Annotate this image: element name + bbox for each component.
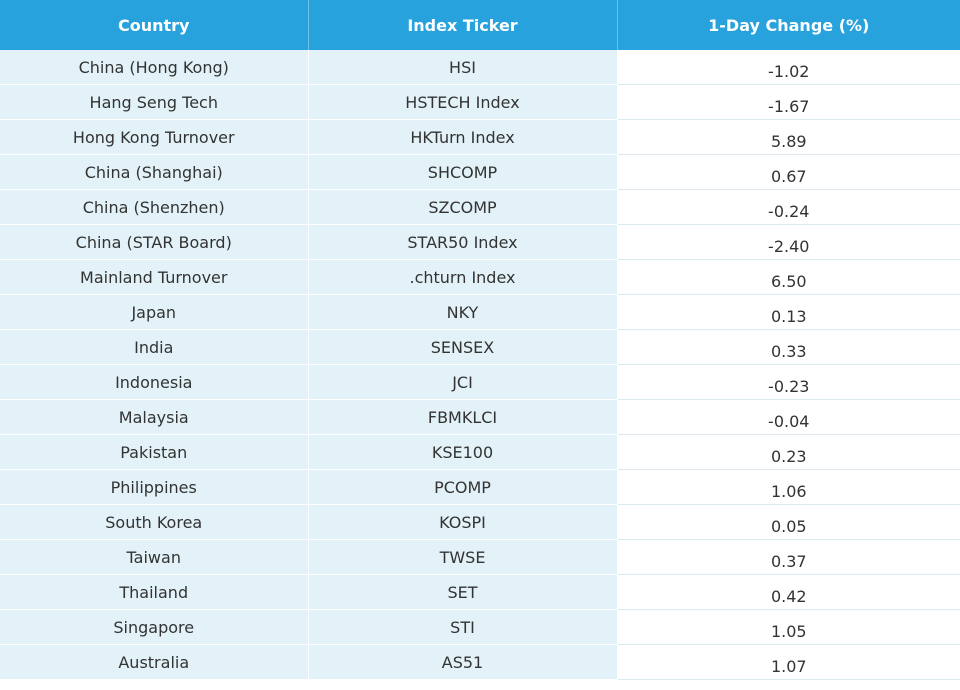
table-cell: FBMKLCI	[308, 399, 618, 435]
table-cell: 6.50	[617, 259, 960, 295]
table-cell: JCI	[308, 364, 618, 400]
table-cell: -0.24	[617, 189, 960, 225]
table-cell: 1.06	[617, 469, 960, 505]
table-cell: Hang Seng Tech	[0, 84, 309, 120]
table-cell: SZCOMP	[308, 189, 618, 225]
table-row: Hang Seng Tech HSTECH Index -1.67	[0, 84, 960, 120]
table-cell: South Korea	[0, 504, 309, 540]
table-row: Singapore STI 1.05	[0, 609, 960, 645]
table-cell: NKY	[308, 294, 618, 330]
table-cell: SHCOMP	[308, 154, 618, 190]
table-cell: 1.05	[617, 609, 960, 645]
table-row: India SENSEX 0.33	[0, 329, 960, 365]
table-row: Philippines PCOMP 1.06	[0, 469, 960, 505]
table-row: South Korea KOSPI 0.05	[0, 504, 960, 540]
table-cell: Thailand	[0, 574, 309, 610]
table-cell: -2.40	[617, 224, 960, 260]
table-cell: STAR50 Index	[308, 224, 618, 260]
table-row: Australia AS51 1.07	[0, 644, 960, 680]
table-body: China (Hong Kong) HSI -1.02 Hang Seng Tech H…	[0, 50, 960, 680]
table-row: Japan NKY 0.13	[0, 294, 960, 330]
table-cell: KOSPI	[308, 504, 618, 540]
table-cell: Australia	[0, 644, 309, 680]
table-row: China (Shenzhen) SZCOMP -0.24	[0, 189, 960, 225]
header-cell: 1-Day Change (%)	[617, 0, 960, 50]
table-cell: .chturn Index	[308, 259, 618, 295]
table-row: China (STAR Board) STAR50 Index -2.40	[0, 224, 960, 260]
header-cell: Country	[0, 0, 309, 50]
table-row: Taiwan TWSE 0.37	[0, 539, 960, 575]
table-row: Malaysia FBMKLCI -0.04	[0, 399, 960, 435]
table-cell: PCOMP	[308, 469, 618, 505]
table-row: Hong Kong Turnover HKTurn Index 5.89	[0, 119, 960, 155]
header-cell: Index Ticker	[308, 0, 618, 50]
table-cell: -1.02	[617, 50, 960, 85]
table-cell: 0.67	[617, 154, 960, 190]
table-cell: 0.37	[617, 539, 960, 575]
table-cell: Taiwan	[0, 539, 309, 575]
table-cell: China (Shanghai)	[0, 154, 309, 190]
table-cell: -1.67	[617, 84, 960, 120]
table-cell: 0.13	[617, 294, 960, 330]
table-cell: Malaysia	[0, 399, 309, 435]
table-cell: Mainland Turnover	[0, 259, 309, 295]
table-cell: KSE100	[308, 434, 618, 470]
table-cell: 1.07	[617, 644, 960, 680]
table-cell: Japan	[0, 294, 309, 330]
table-cell: Hong Kong Turnover	[0, 119, 309, 155]
table-cell: India	[0, 329, 309, 365]
table-cell: Pakistan	[0, 434, 309, 470]
table-cell: Singapore	[0, 609, 309, 645]
table-cell: China (STAR Board)	[0, 224, 309, 260]
table-cell: AS51	[308, 644, 618, 680]
header-row: Country Index Ticker 1-Day Change (%)	[0, 0, 960, 50]
table-row: Pakistan KSE100 0.23	[0, 434, 960, 470]
table-cell: 0.23	[617, 434, 960, 470]
table-cell: Philippines	[0, 469, 309, 505]
table-row: Thailand SET 0.42	[0, 574, 960, 610]
table-cell: HSTECH Index	[308, 84, 618, 120]
table-cell: 0.33	[617, 329, 960, 365]
table-cell: 5.89	[617, 119, 960, 155]
table-row: China (Shanghai) SHCOMP 0.67	[0, 154, 960, 190]
table-row: Indonesia JCI -0.23	[0, 364, 960, 400]
table-cell: STI	[308, 609, 618, 645]
table-cell: -0.04	[617, 399, 960, 435]
table-cell: -0.23	[617, 364, 960, 400]
table-cell: SENSEX	[308, 329, 618, 365]
table-cell: TWSE	[308, 539, 618, 575]
table-cell: HKTurn Index	[308, 119, 618, 155]
table-cell: SET	[308, 574, 618, 610]
table-cell: HSI	[308, 50, 618, 85]
table-cell: 0.05	[617, 504, 960, 540]
table-cell: Indonesia	[0, 364, 309, 400]
table-row: Mainland Turnover .chturn Index 6.50	[0, 259, 960, 295]
table-cell: China (Hong Kong)	[0, 50, 309, 85]
table-cell: China (Shenzhen)	[0, 189, 309, 225]
table-row: China (Hong Kong) HSI -1.02	[0, 50, 960, 85]
table-header: Country Index Ticker 1-Day Change (%)	[0, 0, 960, 50]
table-cell: 0.42	[617, 574, 960, 610]
